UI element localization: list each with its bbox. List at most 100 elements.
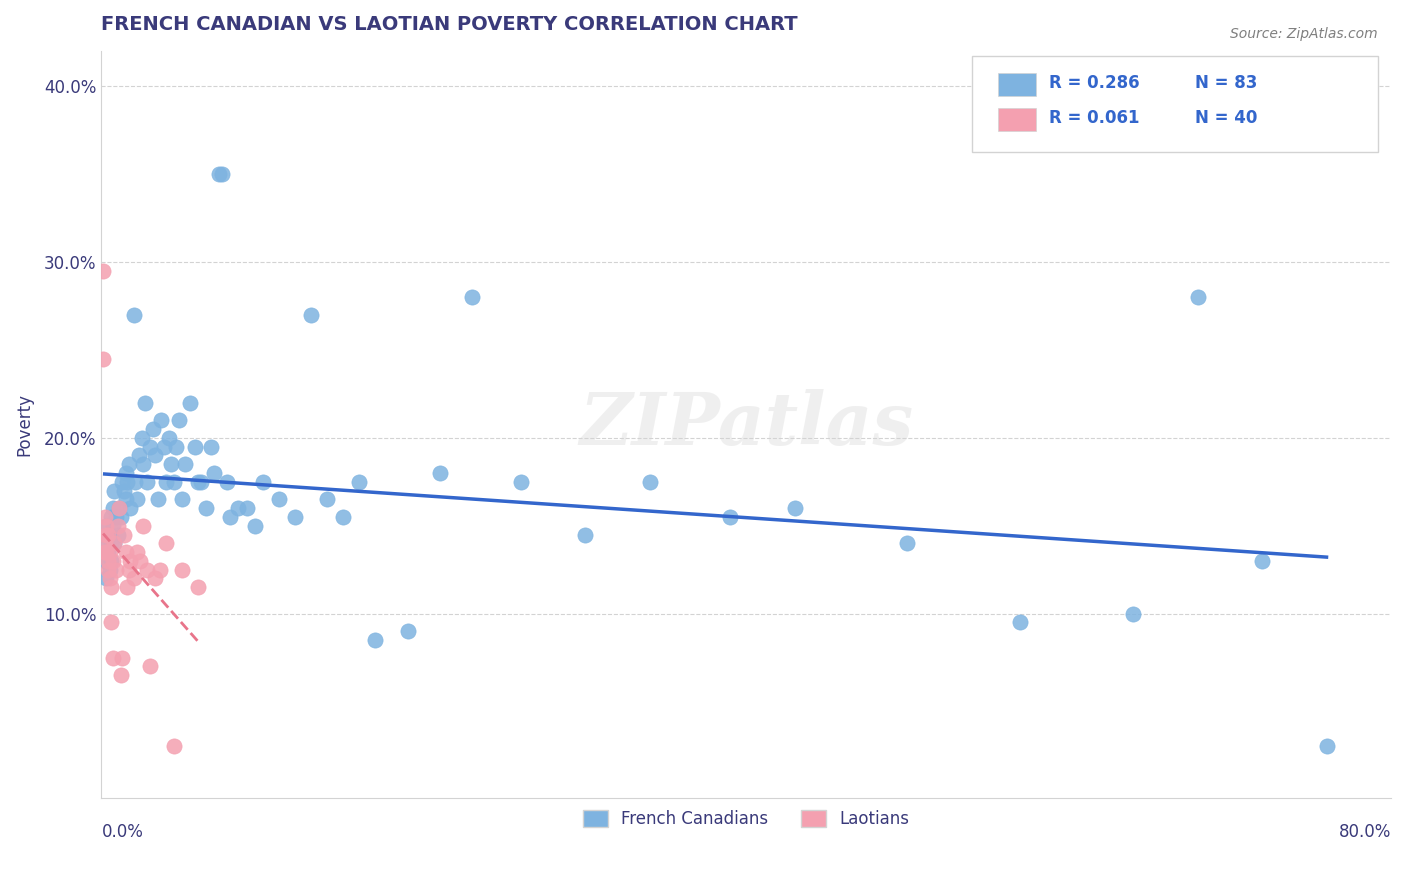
Point [184,440,207,454]
Point [332,509,354,524]
Point [114,545,136,559]
Point [101,650,124,665]
Point [108,501,131,516]
Point [429,466,451,480]
Point [96,518,118,533]
Point [235,501,257,516]
Point [153,440,176,454]
Point [96,572,118,586]
Point [134,395,156,409]
Text: ZIPatlas: ZIPatlas [579,389,914,460]
Point [117,475,139,489]
Point [117,580,139,594]
Point [155,475,177,489]
Point [1315,739,1337,753]
Point [139,440,162,454]
Point [96,527,118,541]
Point [299,308,322,322]
Point [128,448,150,462]
Point [135,475,157,489]
Point [783,501,806,516]
Point [103,536,125,550]
Legend: French Canadians, Laotians: French Canadians, Laotians [576,804,917,835]
Y-axis label: Poverty: Poverty [15,393,32,456]
Point [243,518,266,533]
Point [167,413,190,427]
Point [97,545,120,559]
Point [112,483,135,498]
Point [165,440,187,454]
Point [139,659,162,673]
Point [143,448,166,462]
Point [125,545,148,559]
Point [131,431,153,445]
Text: Source: ZipAtlas.com: Source: ZipAtlas.com [1230,27,1378,41]
Point [132,518,155,533]
Point [124,475,146,489]
Point [316,492,339,507]
Point [104,509,127,524]
Point [118,457,141,471]
Point [170,492,193,507]
Point [163,739,186,753]
Point [509,475,531,489]
Point [100,615,122,630]
Text: FRENCH CANADIAN VS LAOTIAN POVERTY CORRELATION CHART: FRENCH CANADIAN VS LAOTIAN POVERTY CORRE… [101,15,799,34]
Text: 0.0%: 0.0% [101,823,143,841]
Point [98,572,121,586]
Point [150,413,173,427]
Point [187,475,209,489]
Point [187,580,209,594]
Point [110,668,132,682]
Point [157,431,180,445]
Point [93,536,115,550]
Point [98,527,121,541]
Point [98,563,121,577]
Point [97,554,120,568]
Point [148,563,170,577]
Point [228,501,250,516]
Point [114,492,136,507]
Point [98,545,121,559]
Point [100,554,122,568]
Point [208,167,231,181]
Point [219,509,242,524]
Point [97,563,120,577]
Point [93,554,115,568]
Point [93,545,115,559]
Point [97,536,120,550]
Point [91,351,114,366]
Point [100,536,122,550]
Point [638,475,661,489]
Point [461,290,484,304]
Point [120,501,142,516]
Point [159,457,181,471]
Point [114,466,136,480]
Point [202,466,225,480]
Point [93,509,115,524]
Point [142,422,165,436]
Point [190,475,212,489]
Point [103,536,125,550]
Point [111,475,134,489]
Point [1010,615,1032,630]
Point [200,440,222,454]
Point [122,572,145,586]
Point [103,483,125,498]
Point [146,492,169,507]
Point [364,633,387,648]
Point [718,509,741,524]
Point [91,263,114,277]
FancyBboxPatch shape [972,56,1378,152]
Point [179,395,201,409]
Point [1251,554,1274,568]
Point [135,563,157,577]
Point [111,650,134,665]
Text: R = 0.286: R = 0.286 [1049,74,1140,92]
Point [120,554,142,568]
Point [125,492,148,507]
Point [896,536,918,550]
Point [108,501,131,516]
Point [284,509,307,524]
Point [143,572,166,586]
